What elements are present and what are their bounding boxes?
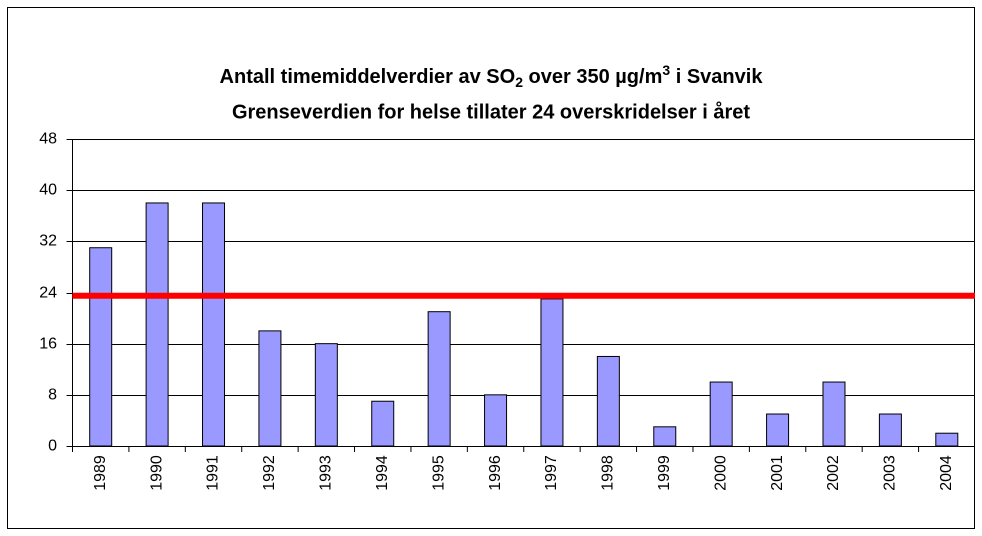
x-tick-label: 2001 [769, 455, 786, 491]
bar [596, 355, 620, 447]
y-tick-label: 32 [39, 233, 57, 250]
bar [709, 381, 733, 447]
x-tick-label: 2004 [938, 455, 955, 491]
y-tick-label: 0 [48, 438, 57, 455]
title-part: over 350 µg/m [523, 66, 662, 88]
bar [202, 202, 226, 447]
title-superscript: 3 [662, 62, 670, 78]
x-tick-label: 1994 [374, 455, 391, 491]
bar [540, 298, 564, 447]
y-tick-label: 16 [39, 336, 57, 353]
x-tick-label: 1992 [261, 455, 278, 491]
x-tick-label: 2000 [712, 455, 729, 491]
x-tick-label: 1997 [543, 455, 560, 491]
bar [258, 330, 282, 447]
x-tick-label: 1991 [205, 455, 222, 491]
y-tick-label: 8 [48, 387, 57, 404]
bar [484, 394, 508, 447]
x-tick-label: 1993 [318, 455, 335, 491]
bar [145, 202, 169, 447]
x-tick-label: 1995 [430, 455, 447, 491]
chart-title: Antall timemiddelverdier av SO2 over 350… [220, 62, 764, 90]
title-part: Antall timemiddelverdier av SO [220, 66, 516, 88]
x-tick-label: 1998 [600, 455, 617, 491]
bar [878, 413, 902, 447]
bar [371, 400, 395, 447]
bar [822, 381, 846, 447]
y-tick-label: 24 [39, 285, 57, 302]
y-tick-label: 40 [39, 182, 57, 199]
x-tick-label: 2002 [825, 455, 842, 491]
bar [314, 343, 338, 447]
x-tick-label: 1999 [656, 455, 673, 491]
bar [766, 413, 790, 447]
title-subscript: 2 [515, 74, 523, 90]
y-tick-label: 48 [39, 131, 57, 148]
title-part: i Svanvik [670, 66, 763, 88]
x-tick-label: 1989 [92, 455, 109, 491]
x-tick-label: 1990 [148, 455, 165, 491]
x-tick-label: 1996 [487, 455, 504, 491]
bar [89, 247, 113, 447]
chart-subtitle: Grenseverdien for helse tillater 24 over… [232, 100, 750, 123]
bar [653, 426, 677, 447]
bar [935, 432, 959, 447]
bar [427, 311, 451, 447]
x-tick-label: 2003 [882, 455, 899, 491]
